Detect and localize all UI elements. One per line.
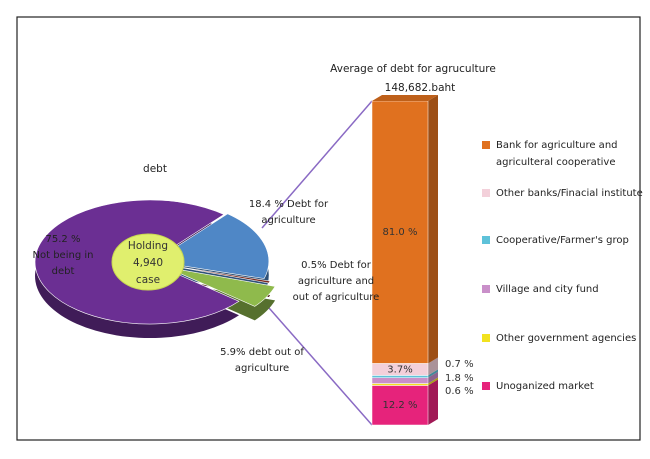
legend-entry: Unoganized market <box>482 378 650 395</box>
legend-swatch <box>482 141 490 149</box>
legend-label: Village and city fund <box>496 284 599 295</box>
legend-entry: Other banks/Finacial institute <box>482 185 650 202</box>
bar-segment <box>371 100 429 364</box>
bar-side <box>428 379 438 425</box>
bar-side <box>428 95 438 364</box>
value-label: 75.2 % <box>45 234 81 245</box>
category-label: Debt for agriculture and out of agricult… <box>292 260 380 303</box>
legend-label: Other banks/Finacial institute <box>496 188 643 199</box>
legend-swatch <box>482 236 490 244</box>
legend-entry: Village and city fund <box>482 281 650 298</box>
frame <box>16 16 641 441</box>
legend-label: Cooperative/Farmer's grop <box>496 235 629 246</box>
center-label: 4,940 <box>133 257 163 269</box>
pie-title: debt <box>143 163 167 175</box>
bar-segment <box>371 377 429 384</box>
value-label: 81.0 % <box>383 227 418 238</box>
bar-side <box>428 357 438 376</box>
legend-swatch <box>482 285 490 293</box>
value-label: 1.8 % <box>445 373 474 384</box>
slice-label: 75.2 % Not being in debt <box>28 232 98 280</box>
legend-label: Bank for agriculture and agriculteral co… <box>496 140 618 168</box>
value-label: 0.5% <box>301 260 327 271</box>
bar-segment <box>371 375 429 378</box>
value-label: 0.6 % <box>445 386 474 397</box>
value-label: 5.9% <box>220 347 246 358</box>
category-label: debt out of agriculture <box>234 347 304 374</box>
legend-swatch <box>482 382 490 390</box>
connector <box>261 100 373 229</box>
value-label: 18.4 % <box>248 199 284 210</box>
bar-side <box>428 369 438 378</box>
category-label: Debt for agriculture <box>261 199 329 226</box>
bar-top <box>372 95 438 101</box>
slice <box>159 263 271 284</box>
legend-entry: Bank for agriculture and agriculteral co… <box>482 137 650 171</box>
bar-subtitle: 148,682.baht <box>385 82 456 94</box>
value-label: 12.2 % <box>383 400 418 411</box>
legend-swatch <box>482 334 490 342</box>
bar-title: Average of debt for agruculture <box>330 63 496 75</box>
bar-segment <box>371 385 429 426</box>
center-disc <box>111 233 185 291</box>
bar-segment <box>371 383 429 386</box>
center-label: Holding <box>128 240 168 252</box>
slice <box>165 266 276 307</box>
legend-entry: Cooperative/Farmer's grop <box>482 232 650 249</box>
bar-side <box>428 377 438 386</box>
slice-label: 0.5% Debt for agriculture and out of agr… <box>290 258 382 306</box>
bar-side <box>428 371 438 384</box>
legend-label: Unoganized market <box>496 381 594 392</box>
category-label: Not being in debt <box>32 250 94 277</box>
value-label: 3.7% <box>387 364 412 375</box>
center-label: case <box>136 274 160 286</box>
legend-entry: Other government agencies <box>482 330 650 347</box>
connector <box>261 299 373 426</box>
value-label: 0.7 % <box>445 359 474 370</box>
slice-label: 5.9% debt out of agriculture <box>212 345 312 377</box>
slice-label: 18.4 % Debt for agriculture <box>226 197 351 229</box>
legend-swatch <box>482 189 490 197</box>
legend-label: Other government agencies <box>496 333 637 344</box>
